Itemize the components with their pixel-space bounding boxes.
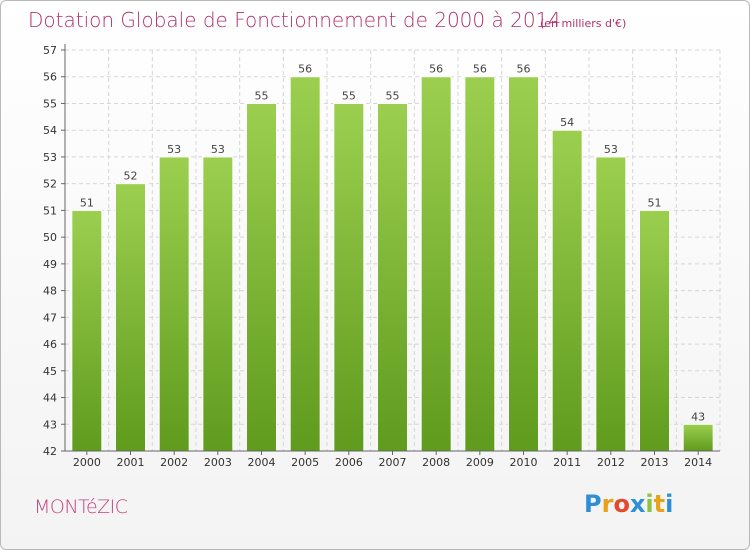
data-label: 56 xyxy=(473,63,487,76)
data-label: 56 xyxy=(517,63,531,76)
logo-letter: i xyxy=(645,490,654,518)
x-tick-label: 2002 xyxy=(160,456,188,469)
data-label: 56 xyxy=(298,63,312,76)
bar-2013[interactable] xyxy=(639,209,670,452)
x-tick-label: 2011 xyxy=(553,456,581,469)
grid-layer xyxy=(64,49,721,452)
y-tick-label: 57 xyxy=(43,44,57,57)
y-tick-label: 45 xyxy=(43,365,57,378)
data-label: 51 xyxy=(80,196,94,209)
y-tick-label: 50 xyxy=(43,231,57,244)
x-tick-label: 2009 xyxy=(466,456,494,469)
y-tick-label: 55 xyxy=(43,97,57,110)
data-label: 55 xyxy=(255,89,269,102)
axis-layer: 42 43 44 45 46 47 48 49 50 51 52 53 54 55 56 57 2000 2001… xyxy=(43,44,720,469)
bar-2001[interactable] xyxy=(115,183,146,452)
data-label: 53 xyxy=(167,143,181,156)
bar-2012[interactable] xyxy=(595,156,627,452)
data-label: 56 xyxy=(429,63,443,76)
y-tick-label: 53 xyxy=(43,151,57,164)
y-tick-label: 47 xyxy=(43,311,57,324)
bar-2009[interactable] xyxy=(464,76,496,452)
logo-letter: i xyxy=(665,490,674,518)
x-tick-label: 2013 xyxy=(641,456,669,469)
x-tick-label: 2004 xyxy=(248,456,276,469)
bar-2011[interactable] xyxy=(551,129,583,452)
bar-2010[interactable] xyxy=(508,76,539,452)
x-tick-label: 2006 xyxy=(335,456,363,469)
y-tick-label: 51 xyxy=(43,204,57,217)
y-tick-label: 54 xyxy=(43,124,57,137)
y-tick-label: 52 xyxy=(43,178,57,191)
bar-2000[interactable] xyxy=(71,209,103,452)
data-label: 52 xyxy=(124,170,138,183)
chart-title: Dotation Globale de Fonctionnement de 20… xyxy=(28,8,561,32)
data-label: 53 xyxy=(604,143,618,156)
data-label: 53 xyxy=(211,143,225,156)
bar-2006[interactable] xyxy=(333,102,365,452)
data-label: 51 xyxy=(648,196,662,209)
x-tick-label: 2014 xyxy=(684,456,712,469)
x-tick-label: 2008 xyxy=(422,456,450,469)
chart-subtitle: (en milliers d'€) xyxy=(540,17,627,30)
logo-letter: P xyxy=(584,490,602,518)
data-label: 43 xyxy=(691,410,705,423)
commune-name: MONTéZIC xyxy=(34,496,128,518)
y-tick-label: 56 xyxy=(43,71,57,84)
data-label: 54 xyxy=(560,116,574,129)
bar-2004[interactable] xyxy=(246,102,277,452)
proxiti-logo[interactable]: Proxiti xyxy=(584,490,673,518)
x-tick-label: 2007 xyxy=(379,456,407,469)
y-tick-label: 43 xyxy=(43,418,57,431)
x-tick-label: 2003 xyxy=(204,456,232,469)
x-tick-label: 2010 xyxy=(510,456,538,469)
y-tick-label: 42 xyxy=(43,445,57,458)
y-tick-label: 49 xyxy=(43,258,57,271)
x-tick-label: 2005 xyxy=(291,456,319,469)
y-tick-label: 48 xyxy=(43,285,57,298)
bar-2002[interactable] xyxy=(158,156,190,452)
logo-letter: r xyxy=(601,490,614,518)
data-label: 55 xyxy=(386,89,400,102)
logo-letter: x xyxy=(629,490,646,518)
x-tick-label: 2000 xyxy=(73,456,101,469)
bar-layer: 51 52 53 53 55 56 55 55 56 56 56 54 53 51 43 xyxy=(71,63,714,452)
bar-2008[interactable] xyxy=(420,76,452,452)
bar-2005[interactable] xyxy=(289,76,321,452)
bar-2007[interactable] xyxy=(377,102,408,452)
logo-letter: o xyxy=(613,490,630,518)
x-tick-label: 2012 xyxy=(597,456,625,469)
bar-2003[interactable] xyxy=(202,156,234,452)
data-label: 55 xyxy=(342,89,356,102)
y-tick-label: 44 xyxy=(43,392,57,405)
bar-2014[interactable] xyxy=(682,423,714,452)
logo-letter: t xyxy=(653,490,666,518)
y-tick-label: 46 xyxy=(43,338,57,351)
x-tick-label: 2001 xyxy=(117,456,145,469)
